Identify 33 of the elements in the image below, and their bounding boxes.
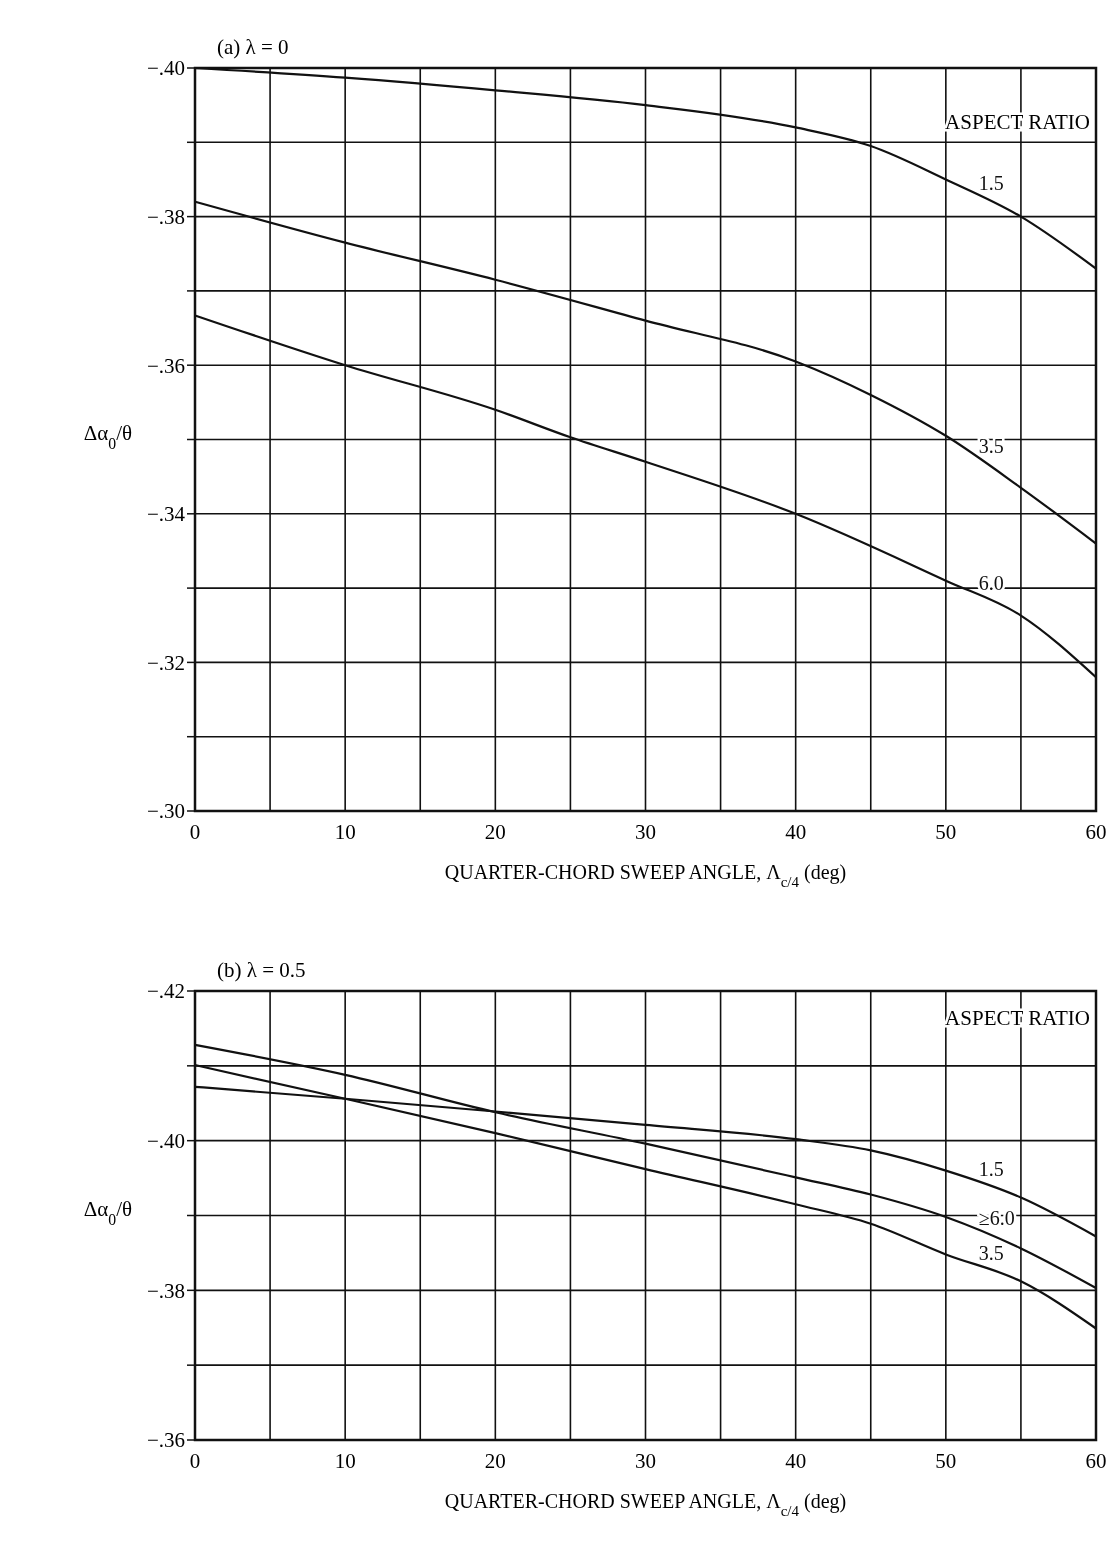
x-tick-label: 50 <box>935 1449 957 1473</box>
x-tick-label: 0 <box>189 820 201 844</box>
x-tick-label: 20 <box>484 820 506 844</box>
x-tick-label: 10 <box>334 820 356 844</box>
y-tick-label: −.40 <box>146 1129 185 1154</box>
x-tick-label: 0 <box>189 1449 201 1473</box>
x-tick-label: 60 <box>1085 820 1107 844</box>
y-tick-label: −.40 <box>146 56 185 81</box>
y-axis-title: Δα$_{0}$/θ <box>83 420 133 451</box>
y-tick-label: −.30 <box>146 799 185 824</box>
y-axis-title: Δα$_{0}$/θ <box>83 1196 133 1227</box>
series-label: 1.5 <box>978 1158 1004 1181</box>
x-tick-label: 40 <box>785 1449 807 1473</box>
series-label: 3.5 <box>978 1242 1004 1265</box>
x-tick-label: 50 <box>935 820 957 844</box>
x-tick-label: 40 <box>785 820 807 844</box>
series-label: 1.5 <box>978 171 1004 194</box>
y-tick-label: −.36 <box>146 1428 185 1453</box>
x-tick-label: 30 <box>635 1449 656 1473</box>
y-tick-label: −.34 <box>146 502 186 527</box>
y-tick-label: −.38 <box>146 1278 185 1303</box>
x-axis-title: QUARTER-CHORD SWEEP ANGLE, Λ$_{c/4}$ (deg) <box>444 861 847 890</box>
x-axis-title: QUARTER-CHORD SWEEP ANGLE, Λ$_{c/4}$ (deg) <box>444 1490 847 1519</box>
chart-title: (a) λ = 0 <box>217 35 289 59</box>
x-tick-label: 20 <box>484 1449 506 1473</box>
x-tick-label: 30 <box>635 820 656 844</box>
y-tick-label: −.38 <box>146 204 185 229</box>
x-tick-label: 60 <box>1085 1449 1107 1473</box>
y-tick-label: −.32 <box>146 650 185 675</box>
y-tick-label: −.36 <box>146 353 185 378</box>
chart-title: (b) λ = 0.5 <box>217 958 306 982</box>
x-tick-label: 10 <box>334 1449 356 1473</box>
y-tick-label: −.42 <box>146 979 185 1004</box>
